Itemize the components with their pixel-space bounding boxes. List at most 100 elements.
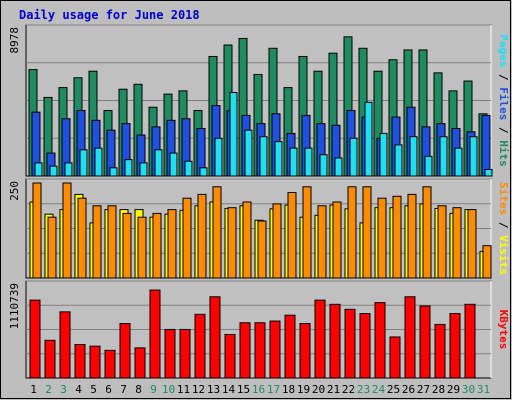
bar-kbytes (134, 347, 146, 379)
bar-kbytes (89, 345, 101, 379)
bar-kbytes (329, 303, 341, 379)
side-legend: Pages / Files / Hits (497, 34, 510, 167)
bar-pages (124, 159, 133, 177)
bar-kbytes (179, 328, 191, 379)
bar-sites (167, 209, 177, 279)
bar-sites (407, 193, 417, 279)
bar-sites (107, 205, 117, 279)
bar-kbytes (374, 302, 386, 379)
side-legend-part: / (497, 120, 510, 140)
bar-sites (287, 192, 297, 279)
bar-pages (109, 167, 118, 177)
bar-pages (49, 165, 58, 177)
bar-sites (47, 216, 57, 279)
bar-sites (242, 201, 252, 279)
bar-sites (452, 207, 462, 279)
x-tick-label: 8 (135, 383, 142, 396)
x-tick-label: 26 (402, 383, 415, 396)
x-tick-label: 15 (237, 383, 250, 396)
bar-kbytes (239, 322, 251, 379)
bar-sites (62, 182, 72, 279)
bar-kbytes (194, 313, 206, 379)
chart-title: Daily usage for June 2018 (19, 8, 200, 22)
bar-sites (212, 186, 222, 279)
bar-pages (454, 147, 463, 177)
x-tick-label: 22 (342, 383, 355, 396)
bar-kbytes (209, 296, 221, 379)
side-legend-part: Visits (497, 235, 510, 275)
bar-pages (484, 168, 493, 177)
x-tick-label: 5 (90, 383, 97, 396)
bar-pages (334, 157, 343, 177)
x-tick-label: 3 (60, 383, 67, 396)
panel-hits-files-pages: 8978 Pages / Files / Hits (8, 24, 510, 177)
bar-pages (379, 132, 388, 177)
x-tick-label: 11 (177, 383, 190, 396)
bar-kbytes (119, 323, 131, 379)
bar-sites (197, 193, 207, 279)
x-tick-label: 29 (447, 383, 460, 396)
side-legend-part: Hits (497, 140, 510, 167)
y-max-label: 250 (8, 181, 21, 201)
bar-kbytes (269, 320, 281, 379)
bar-pages (94, 147, 103, 177)
x-tick-label: 7 (120, 383, 127, 396)
bar-pages (349, 137, 358, 177)
x-tick-label: 12 (192, 383, 205, 396)
bar-sites (332, 201, 342, 279)
bar-sites (32, 182, 42, 279)
bar-kbytes (344, 308, 356, 379)
bar-pages (214, 137, 223, 177)
x-tick-label: 28 (432, 383, 445, 396)
bar-pages (394, 144, 403, 177)
bar-sites (362, 186, 372, 279)
bar-sites (272, 203, 282, 279)
x-tick-label: 13 (207, 383, 220, 396)
side-legend-part: / (497, 67, 510, 87)
x-tick-label: 19 (297, 383, 310, 396)
bar-sites (377, 197, 387, 279)
bar-kbytes (224, 333, 236, 379)
bar-sites (92, 205, 102, 279)
y-max-label: 8978 (8, 27, 21, 54)
bar-kbytes (29, 299, 41, 379)
bar-pages (409, 136, 418, 177)
bar-kbytes (404, 296, 416, 379)
chart-panels: 8978 Pages / Files / Hits 250 Sites / Visit… (8, 24, 510, 379)
bar-pages (229, 91, 238, 177)
bar-sites (257, 220, 267, 279)
panel-kbytes: 1110739 KBytes (8, 280, 510, 379)
bar-pages (319, 154, 328, 177)
side-legend-part: Pages (497, 34, 510, 67)
bar-sites (302, 186, 312, 279)
side-legend-part: Sites (497, 182, 510, 215)
bar-pages (364, 101, 373, 177)
bar-sites (182, 197, 192, 279)
side-legend-part: KBytes (497, 310, 510, 350)
panel-visits-sites: 250 Sites / Visits (8, 178, 510, 279)
x-tick-label: 27 (417, 383, 430, 396)
bar-kbytes (254, 322, 266, 379)
x-tick-label: 4 (75, 383, 82, 396)
x-tick-label: 9 (150, 383, 157, 396)
x-tick-label: 18 (282, 383, 295, 396)
bar-kbytes (419, 305, 431, 379)
x-axis-tick-labels: 1 2 3 4 5 6 7 8 9 10 11 12 13 14 15 16 17 18 19 20 21 22 23 24 2… (30, 383, 490, 396)
bar-sites (482, 245, 492, 279)
bar-kbytes (44, 339, 56, 379)
bar-pages (169, 152, 178, 177)
x-tick-label: 24 (372, 383, 386, 396)
x-tick-label: 20 (312, 383, 325, 396)
bar-sites (317, 205, 327, 279)
bar-kbytes (389, 336, 401, 379)
bar-kbytes (434, 323, 446, 379)
bar-pages (424, 155, 433, 177)
side-legend: KBytes (497, 310, 510, 350)
bar-sites (137, 216, 147, 279)
bar-kbytes (359, 313, 371, 379)
bar-pages (139, 162, 148, 177)
x-tick-label: 17 (267, 383, 280, 396)
x-tick-label: 25 (387, 383, 400, 396)
bar-kbytes (449, 313, 461, 379)
